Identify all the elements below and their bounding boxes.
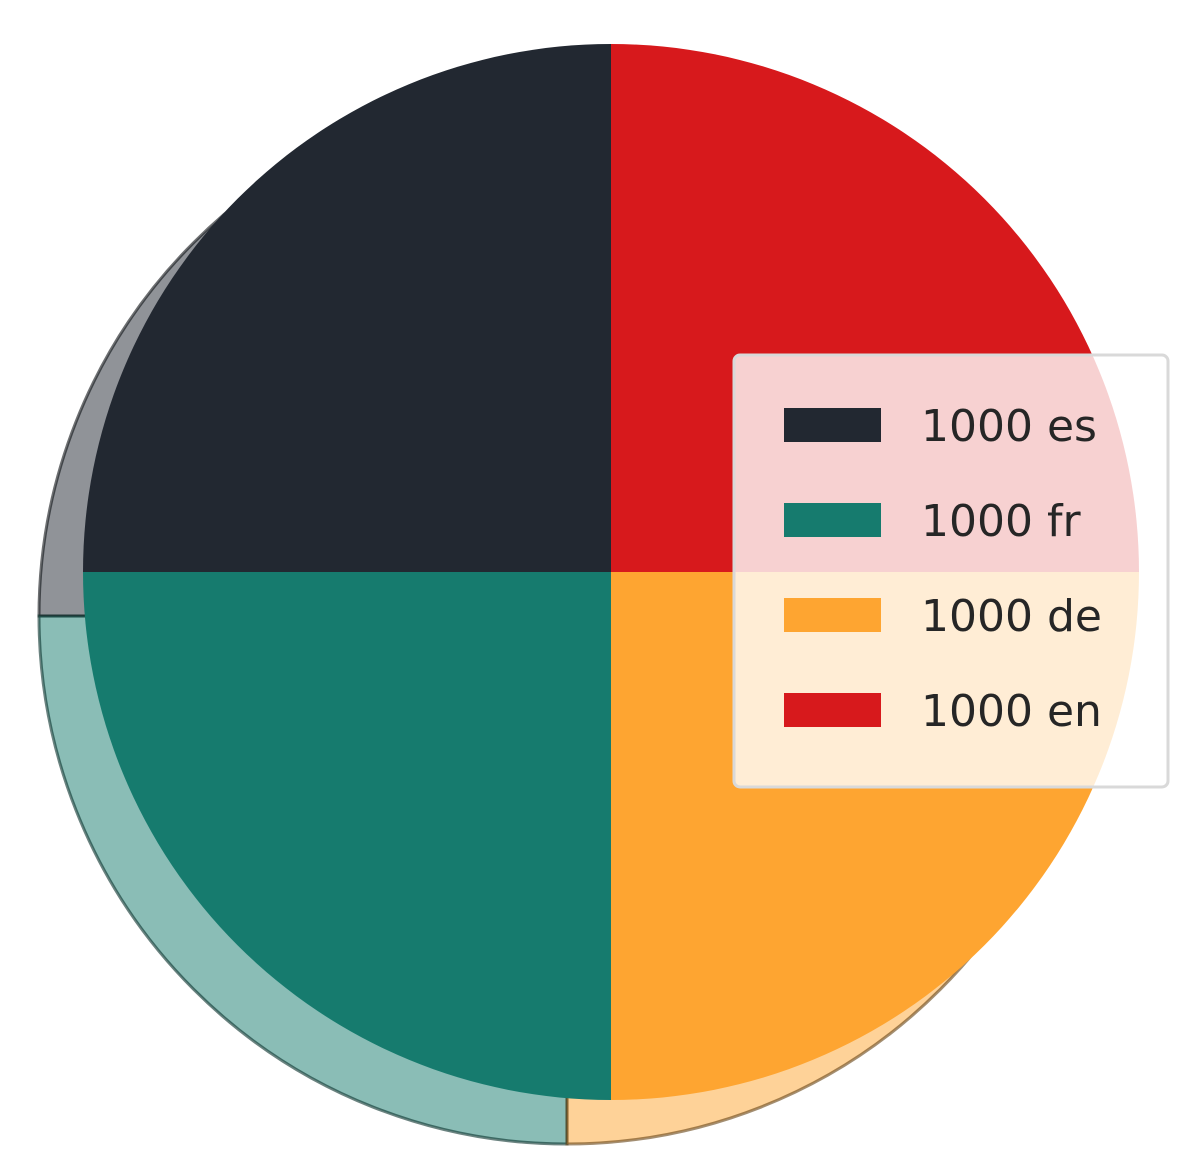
- pie-slice-fr: [83, 572, 611, 1100]
- legend-label-en: 1000 en: [921, 686, 1102, 737]
- legend-label-fr: 1000 fr: [921, 496, 1081, 547]
- legend-label-es: 1000 es: [921, 401, 1097, 452]
- legend-swatch-es: [784, 408, 881, 442]
- legend-swatch-fr: [784, 503, 881, 537]
- legend-label-de: 1000 de: [921, 591, 1102, 642]
- legend: 1000 es 1000 fr 1000 de 1000 en: [734, 355, 1168, 787]
- pie-slice-es: [83, 44, 611, 572]
- legend-swatch-de: [784, 598, 881, 632]
- legend-swatch-en: [784, 693, 881, 727]
